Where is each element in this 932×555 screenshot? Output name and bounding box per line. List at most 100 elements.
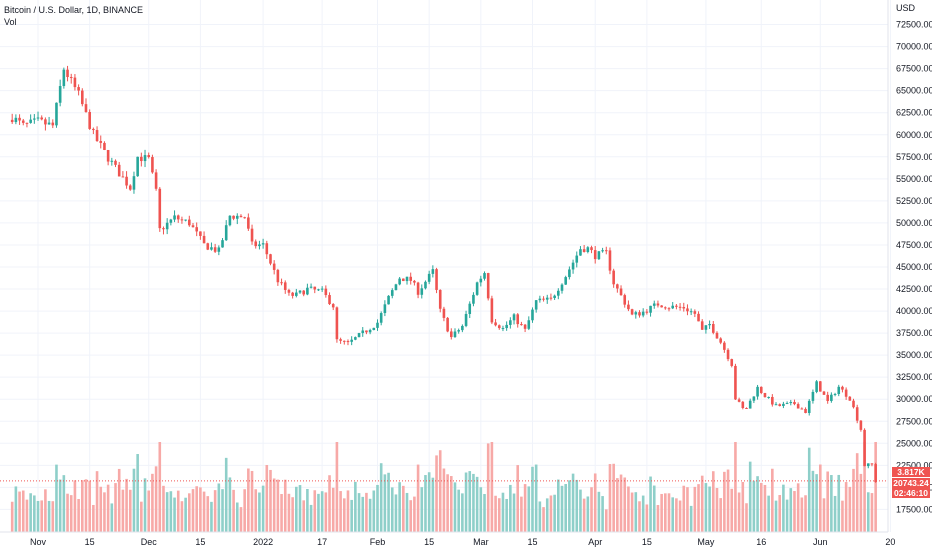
candle-body	[232, 215, 235, 219]
volume-bar	[630, 492, 634, 532]
candle-body	[295, 292, 298, 296]
price-tick-label: 72500.00	[896, 20, 932, 30]
candle-body	[468, 303, 472, 314]
candle-body	[682, 306, 686, 309]
volume-bar	[287, 493, 291, 532]
volume-bar	[516, 465, 520, 532]
volume-bar	[402, 485, 405, 532]
volume-bar	[435, 455, 438, 532]
volume-bar	[446, 474, 449, 532]
symbol-title[interactable]: Bitcoin / U.S. Dollar, 1D, BINANCE	[4, 5, 144, 15]
candle-body	[66, 69, 69, 78]
volume-bar	[77, 499, 80, 532]
volume-bar	[723, 471, 726, 532]
candle-body	[272, 263, 276, 270]
candle-body	[320, 288, 324, 290]
volume-bar	[782, 484, 785, 532]
volume-bar	[21, 490, 25, 532]
volume-bar	[689, 505, 693, 532]
price-tick-label: 60000.00	[896, 130, 932, 140]
volume-bar	[361, 496, 365, 532]
time-tick-label: Mar	[473, 537, 489, 547]
volume-bar	[638, 501, 641, 532]
price-tick-label: 62500.00	[896, 108, 932, 118]
volume-bar	[10, 501, 14, 532]
volume-bar	[228, 477, 232, 532]
volume-bar	[686, 487, 689, 532]
candle-body	[92, 128, 95, 131]
candle-body	[195, 227, 198, 232]
volume-bar	[121, 489, 125, 532]
time-tick-label: 15	[527, 537, 537, 547]
candle-body	[357, 333, 361, 338]
candle-body	[110, 160, 114, 162]
candle-body	[678, 306, 682, 308]
candle-body	[140, 156, 143, 162]
candle-body	[538, 298, 542, 301]
volume-bar	[224, 457, 228, 532]
volume-bar	[490, 442, 494, 532]
price-tick-label: 57500.00	[896, 152, 932, 162]
price-tick-label: 30000.00	[896, 394, 932, 404]
candle-body	[121, 176, 125, 178]
candle-body	[664, 307, 667, 309]
volume-bar	[560, 485, 564, 532]
time-tick-label: 16	[756, 537, 766, 547]
volume-bar	[627, 486, 630, 532]
volume-bar	[357, 493, 361, 532]
time-tick-label: 15	[424, 537, 434, 547]
price-axis[interactable]: 17500.0020000.0022500.0025000.0027500.00…	[896, 20, 932, 515]
time-tick-label: 15	[642, 537, 652, 547]
volume-bar	[586, 496, 590, 532]
volume-bar	[140, 501, 143, 532]
volume-bar	[346, 490, 350, 532]
volume-bar	[571, 473, 575, 532]
time-axis[interactable]: Nov 15 Dec 15 2022 17 Feb 15 Mar 15 Apr 15 May 16 Jun 2…	[30, 537, 895, 547]
volume-bar	[261, 485, 265, 532]
volume-bar	[25, 499, 29, 532]
volume-legend[interactable]: Vol	[4, 17, 17, 27]
volume-bar	[568, 480, 571, 532]
candle-body	[608, 250, 612, 271]
volume-bar	[608, 464, 612, 532]
volume-bar	[649, 476, 652, 532]
volume-bar	[47, 500, 51, 532]
candle-body	[752, 396, 756, 401]
volume-bar	[136, 454, 139, 532]
volume-bar	[390, 487, 394, 532]
volume-bar	[280, 494, 283, 532]
candle-body	[527, 320, 531, 329]
candle-body	[147, 155, 151, 158]
candle-body	[571, 262, 575, 270]
volume-bar	[553, 494, 556, 532]
candle-body	[638, 312, 641, 316]
volume-bar	[376, 484, 379, 532]
price-tick-label: 50000.00	[896, 218, 932, 228]
volume-bar	[542, 507, 545, 532]
volume-bar	[210, 501, 213, 532]
candle-body	[520, 324, 523, 326]
volume-bar	[84, 479, 88, 532]
candle-body	[302, 290, 305, 295]
candle-body	[221, 240, 224, 248]
candle-body	[213, 247, 217, 252]
volume-bar	[306, 488, 309, 532]
volume-bar	[726, 469, 730, 532]
candle-body	[420, 288, 424, 295]
volume-bar	[763, 484, 767, 532]
candle-body	[512, 314, 516, 321]
volume-bar	[99, 486, 103, 532]
volume-bar	[165, 492, 169, 532]
price-tick-label: 25000.00	[896, 438, 932, 448]
candle-body	[778, 404, 782, 406]
volume-bar	[741, 481, 745, 532]
candle-body	[184, 219, 187, 221]
volume-bar	[697, 484, 700, 532]
volume-bar	[169, 491, 173, 532]
candle-body	[180, 219, 184, 221]
volume-bar	[158, 442, 162, 532]
candle-body	[33, 118, 36, 120]
volume-price-tag: 3.817K	[892, 467, 930, 477]
